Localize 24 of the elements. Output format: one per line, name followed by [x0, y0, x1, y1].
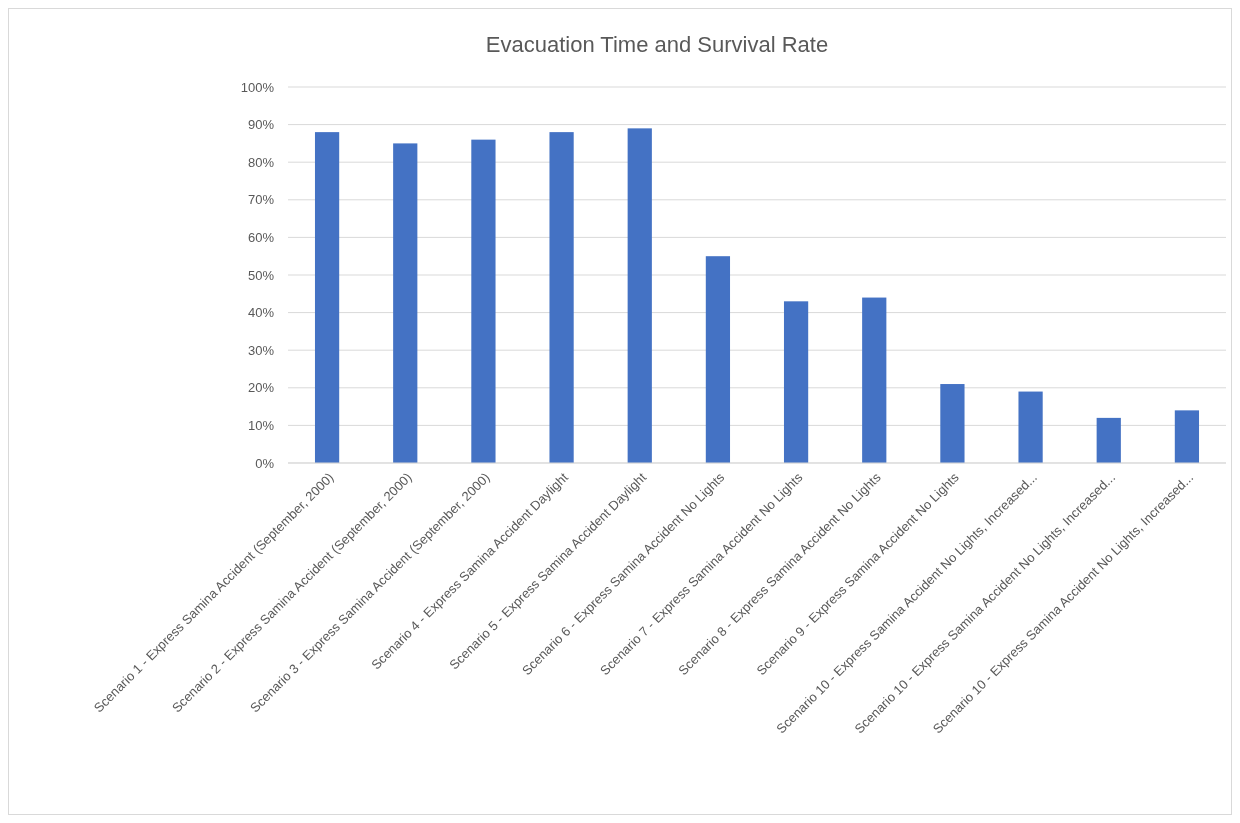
- bar: [627, 128, 652, 463]
- y-tick-label: 90%: [247, 117, 275, 133]
- y-tick-label: 70%: [247, 192, 275, 208]
- bar: [940, 384, 965, 463]
- y-tick-label: 60%: [247, 229, 275, 245]
- bar: [549, 132, 574, 463]
- y-tick-label: 30%: [247, 342, 275, 358]
- bar: [393, 143, 418, 463]
- bar: [705, 256, 731, 463]
- y-tick-label: 80%: [247, 154, 275, 170]
- bar: [783, 301, 809, 463]
- y-tick-label: 50%: [247, 267, 275, 283]
- y-tick-label: 40%: [247, 305, 275, 321]
- bar: [471, 139, 496, 463]
- bar: [314, 132, 340, 463]
- chart-title: Evacuation Time and Survival Rate: [485, 32, 829, 57]
- bar: [1096, 417, 1121, 463]
- y-tick-label: 10%: [247, 417, 275, 433]
- y-tick-label: 0%: [255, 455, 275, 471]
- bar: [862, 297, 887, 463]
- y-tick-label: 100%: [240, 79, 275, 95]
- bar: [1018, 391, 1043, 463]
- bar: [1174, 410, 1200, 463]
- y-tick-label: 20%: [247, 380, 275, 396]
